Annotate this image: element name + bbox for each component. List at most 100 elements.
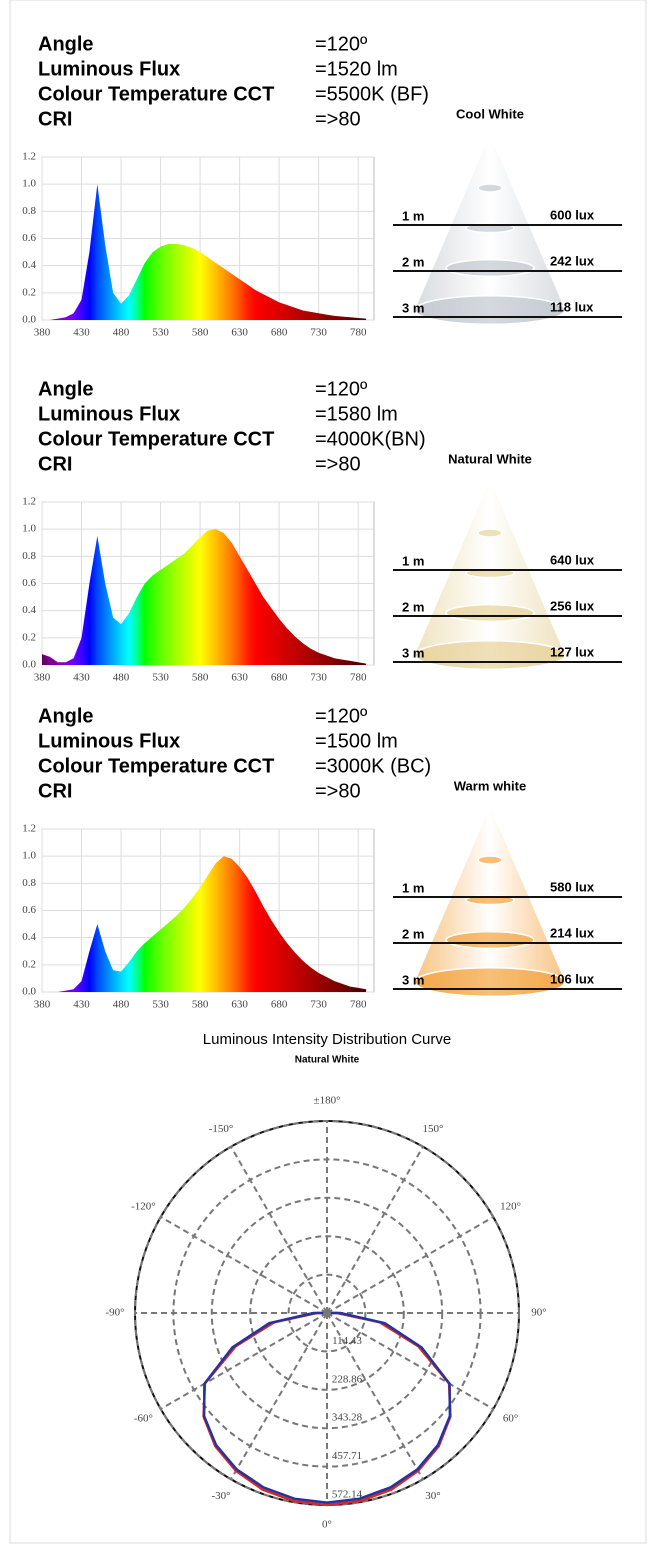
cone-title: Natural White — [448, 451, 532, 466]
distance-label: 1 m — [402, 553, 424, 568]
angle-label: -120° — [131, 1201, 156, 1213]
spec-label: Colour Temperature CCT — [38, 428, 274, 450]
x-tick-label: 480 — [113, 672, 130, 684]
lux-label: 256 lux — [550, 598, 595, 613]
angle-label: -60° — [134, 1413, 153, 1425]
x-tick-label: 380 — [34, 999, 51, 1011]
x-tick-label: 530 — [152, 672, 169, 684]
grid-spoke — [160, 1312, 328, 1410]
distance-label: 1 m — [402, 880, 424, 895]
y-tick-label: 0.8 — [22, 550, 36, 562]
x-tick-label: 780 — [350, 999, 367, 1011]
spec-value: =5500K (BF) — [315, 83, 429, 105]
angle-label: 0° — [322, 1519, 332, 1531]
grid-spoke — [326, 1146, 424, 1314]
y-tick-label: 1.2 — [22, 151, 36, 163]
spectrum-area — [42, 856, 367, 992]
light-disc — [414, 967, 566, 997]
spec-value: =1520 lm — [315, 58, 398, 80]
distance-label: 1 m — [402, 208, 424, 223]
y-tick-label: 0.4 — [22, 604, 36, 616]
y-tick-label: 0.2 — [22, 631, 36, 643]
spec-label: Luminous Flux — [38, 403, 180, 425]
spectrum-area — [42, 529, 367, 665]
lux-label: 214 lux — [550, 925, 595, 940]
page-frame — [9, 0, 647, 1544]
cone-title: Warm white — [454, 778, 526, 793]
light-disc — [445, 603, 535, 623]
spec-label: Colour Temperature CCT — [38, 755, 274, 777]
light-disc — [414, 295, 566, 325]
r-tick-label: 457.71 — [332, 1450, 362, 1462]
lux-label: 580 lux — [550, 879, 595, 894]
y-tick-label: 0.0 — [22, 659, 36, 671]
distance-label: 3 m — [402, 645, 424, 660]
x-tick-label: 630 — [231, 999, 248, 1011]
lux-label: 640 lux — [550, 552, 595, 567]
lux-label: 242 lux — [550, 253, 595, 268]
x-tick-label: 680 — [271, 327, 288, 339]
x-tick-label: 580 — [192, 672, 209, 684]
light-disc — [445, 930, 535, 950]
angle-label: -150° — [209, 1123, 234, 1135]
grid-ring — [249, 1235, 405, 1391]
y-tick-label: 0.6 — [22, 232, 36, 244]
grid-spoke — [326, 1216, 494, 1314]
spec-label: CRI — [38, 108, 72, 130]
distance-label: 2 m — [402, 599, 424, 614]
spec-label: CRI — [38, 780, 72, 802]
spec-label: Angle — [38, 705, 94, 727]
angle-label: 150° — [423, 1123, 444, 1135]
x-tick-label: 530 — [152, 999, 169, 1011]
angle-label: 60° — [503, 1413, 518, 1425]
grid-spoke — [230, 1146, 328, 1314]
angle-label: 30° — [425, 1490, 440, 1502]
x-tick-label: 380 — [34, 327, 51, 339]
x-tick-label: 780 — [350, 672, 367, 684]
y-tick-label: 0.4 — [22, 931, 36, 943]
r-tick-label: 228.86 — [332, 1373, 363, 1385]
distance-label: 3 m — [402, 972, 424, 987]
grid-spoke — [326, 1312, 494, 1410]
spec-value: =>80 — [315, 780, 361, 802]
y-tick-label: 1.0 — [22, 523, 36, 535]
y-tick-label: 0.0 — [22, 314, 36, 326]
light-disc — [477, 183, 503, 193]
y-tick-label: 0.6 — [22, 577, 36, 589]
spec-value: =1500 lm — [315, 730, 398, 752]
x-tick-label: 580 — [192, 999, 209, 1011]
y-tick-label: 0.0 — [22, 986, 36, 998]
distance-label: 2 m — [402, 926, 424, 941]
x-tick-label: 730 — [310, 672, 327, 684]
r-tick-label: 343.28 — [332, 1412, 363, 1424]
r-tick-label: 114.43 — [332, 1335, 362, 1347]
spec-value: =120º — [315, 33, 368, 55]
x-tick-label: 680 — [271, 999, 288, 1011]
cone-title: Cool White — [456, 106, 524, 121]
y-tick-label: 1.0 — [22, 850, 36, 862]
angle-label: ±180° — [314, 1095, 341, 1107]
lux-label: 118 lux — [550, 299, 594, 314]
spec-value: =1580 lm — [315, 403, 398, 425]
lux-label: 127 lux — [550, 644, 595, 659]
y-tick-label: 0.2 — [22, 958, 36, 970]
y-tick-label: 0.8 — [22, 877, 36, 889]
y-tick-label: 0.6 — [22, 904, 36, 916]
center-dot — [323, 1309, 331, 1317]
spectrum-area — [42, 184, 367, 320]
spec-value: =3000K (BC) — [315, 755, 431, 777]
y-tick-label: 1.2 — [22, 823, 36, 835]
grid-spoke — [160, 1216, 328, 1314]
grid-spoke — [230, 1312, 328, 1480]
spec-label: Angle — [38, 33, 94, 55]
lux-label: 600 lux — [550, 207, 595, 222]
angle-label: 120° — [500, 1201, 521, 1213]
r-tick-label: 572.14 — [332, 1489, 363, 1501]
spec-value: =120º — [315, 378, 368, 400]
spec-label: Angle — [38, 378, 94, 400]
x-tick-label: 480 — [113, 999, 130, 1011]
distance-label: 2 m — [402, 254, 424, 269]
intensity-curve — [202, 1311, 452, 1504]
x-tick-label: 730 — [310, 327, 327, 339]
